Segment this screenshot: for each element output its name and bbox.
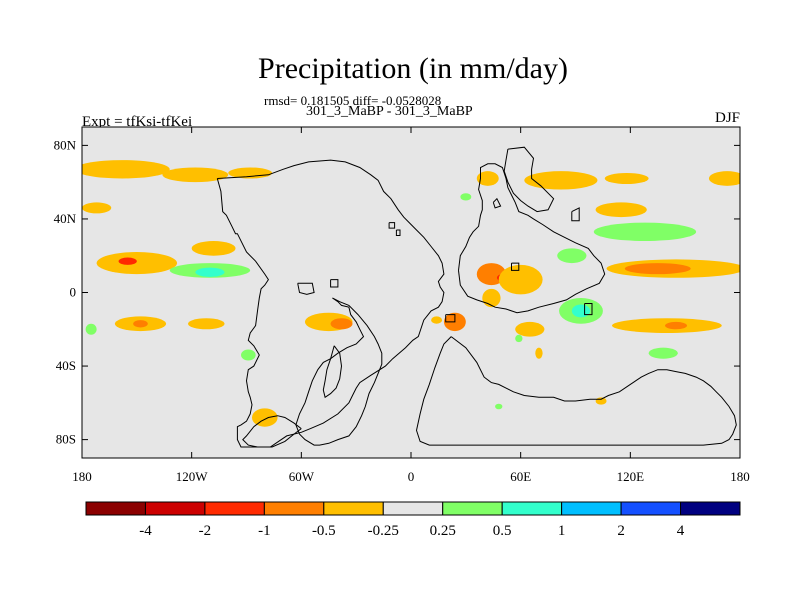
land-outline	[297, 282, 315, 295]
colorbar-label: 0.5	[493, 523, 512, 539]
anomaly-region	[162, 167, 229, 183]
anomaly-region	[557, 248, 587, 264]
anomaly-region	[524, 171, 598, 190]
colorbar-segment	[442, 501, 503, 516]
anomaly-region	[118, 257, 137, 265]
colorbar-label: -2	[199, 523, 212, 539]
colorbar-label: -1	[258, 523, 271, 539]
land-outlines	[216, 146, 737, 448]
anomaly-region	[604, 172, 649, 185]
x-tick-label: 180	[72, 469, 92, 484]
experiment-label: Expt = tfKsi-tfKei	[82, 114, 193, 130]
anomaly-region	[515, 321, 545, 337]
anomaly-region	[191, 241, 236, 256]
season-label: DJF	[714, 110, 740, 126]
land-outline	[242, 415, 302, 448]
axes: 180 120W 60W 0 60E 120E 180 80N 40N 0 40S 80S	[54, 127, 750, 484]
colorbar-label: -0.5	[312, 523, 336, 539]
y-tick-label: 40N	[54, 211, 77, 226]
land-outline	[330, 279, 339, 288]
anomaly-region	[85, 323, 97, 335]
anomaly-region	[96, 252, 178, 275]
land-outline	[571, 207, 580, 222]
colorbar-label: 4	[677, 523, 685, 539]
anomaly-region	[241, 349, 256, 361]
anomaly-region	[571, 304, 591, 318]
colorbar-segment	[620, 501, 682, 516]
y-tick-label: 80N	[54, 137, 77, 152]
land-outline	[584, 303, 593, 316]
colorbar-label: -0.25	[368, 523, 399, 539]
anomaly-region	[251, 408, 278, 427]
land-outline	[415, 336, 737, 446]
anomaly-region	[188, 318, 225, 330]
anomaly-region	[648, 347, 678, 359]
land-outline	[511, 262, 520, 271]
anomaly-region	[708, 171, 740, 186]
x-tick-label: 120E	[617, 469, 645, 484]
anomaly-region	[498, 264, 543, 295]
chart-title: Precipitation (in mm/day)	[258, 52, 568, 85]
land-outline	[388, 222, 396, 229]
x-tick-label: 120W	[176, 469, 209, 484]
colorbar: -4 -2 -1 -0.5 -0.25 0.25 0.5 1 2 4	[85, 501, 741, 539]
chart-subtitle: 301_3_MaBP - 301_3_MaBP	[306, 104, 473, 119]
colorbar-segment	[204, 501, 265, 516]
x-tick-label: 60E	[510, 469, 531, 484]
land-outline	[445, 314, 456, 323]
colorbar-label: 0.25	[430, 523, 456, 539]
anomaly-region	[665, 321, 687, 330]
y-tick-label: 0	[70, 285, 77, 300]
anomaly-region	[495, 403, 503, 410]
colorbar-label: 1	[558, 523, 566, 539]
colorbar-segment	[263, 501, 325, 516]
colorbar-segment	[501, 501, 563, 516]
anomaly-region	[133, 320, 148, 328]
anomaly-region	[535, 347, 543, 359]
x-tick-label: 60W	[289, 469, 315, 484]
anomaly-region	[82, 202, 112, 214]
land-outline	[395, 229, 401, 236]
land-outline	[295, 297, 383, 446]
anomaly-region	[482, 288, 501, 308]
x-tick-label: 180	[730, 469, 750, 484]
land-outline	[216, 159, 445, 448]
colorbar-label: -4	[139, 523, 152, 539]
land-outline	[322, 345, 343, 399]
x-tick-label: 0	[408, 469, 415, 484]
y-tick-label: 80S	[56, 432, 76, 447]
y-tick-label: 40S	[56, 358, 76, 373]
anomaly-region	[330, 318, 353, 330]
colorbar-segment	[144, 501, 206, 516]
anomaly-region	[82, 160, 170, 179]
anomaly-region	[515, 334, 523, 343]
land-outline	[492, 197, 502, 209]
anomaly-region	[195, 267, 225, 277]
colorbar-segment	[680, 501, 741, 516]
colorbar-label: 2	[617, 523, 625, 539]
anomaly-region	[595, 202, 647, 218]
anomaly-region	[460, 193, 472, 201]
stats-line: rmsd= 0.181505 diff= -0.0528028	[264, 93, 442, 108]
anomaly-region	[624, 263, 691, 275]
land-outline	[503, 146, 555, 213]
colorbar-segment	[382, 501, 444, 516]
anomaly-region	[476, 171, 499, 186]
colorbar-segment	[85, 501, 146, 516]
colorbar-segment	[323, 501, 384, 516]
anomaly-region	[595, 397, 607, 405]
colorbar-segment	[561, 501, 622, 516]
anomaly-region	[593, 222, 697, 242]
anomaly-region	[431, 316, 443, 324]
land-outline	[458, 163, 606, 314]
